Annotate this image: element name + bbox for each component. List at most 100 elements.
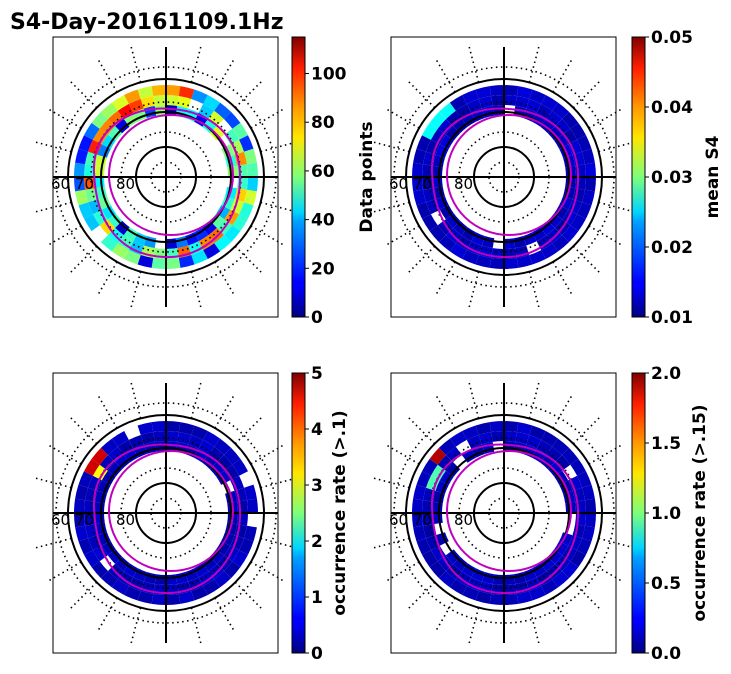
dotted-spoke (468, 607, 480, 644)
heatmap-cell (203, 95, 221, 111)
heatmap-cell (84, 550, 100, 568)
heatmap-cell (411, 513, 423, 528)
heatmap-cell (582, 189, 595, 206)
heatmap-cell (178, 255, 195, 268)
heatmap-cell (92, 545, 108, 562)
heatmap-cell (100, 438, 118, 455)
heatmap-cell (489, 420, 504, 432)
dotted-spoke (35, 201, 72, 213)
colorbar-tick-label: 0.01 (651, 308, 693, 328)
heatmap-cell (94, 501, 105, 513)
heatmap-cell (73, 513, 85, 528)
heatmap-cell (75, 189, 88, 206)
heatmap-cell (216, 205, 231, 220)
heatmap-cell (108, 446, 124, 463)
heatmap-cell (554, 205, 569, 220)
dotted-spoke (234, 416, 263, 445)
heatmap-cell (124, 250, 141, 265)
heatmap-cell (202, 118, 217, 134)
colorbar-tick-label: 2.0 (651, 364, 681, 384)
heatmap-cell (151, 420, 166, 432)
heatmap-cell (111, 431, 129, 447)
heatmap-cell (411, 162, 423, 177)
heatmap-cell (562, 128, 578, 145)
colorbar-tick-label: 40 (311, 211, 335, 231)
heatmap-cell (541, 95, 559, 111)
dotted-spoke (97, 597, 118, 631)
dotted-spoke (552, 395, 573, 429)
dotted-spoke (250, 444, 284, 465)
heatmap-cell (224, 464, 240, 481)
heatmap-cell (194, 563, 209, 578)
heatmap-cell (416, 471, 431, 488)
heatmap-cell (166, 94, 179, 106)
heatmap-cell (101, 134, 116, 149)
heatmap-cell (194, 227, 209, 242)
heatmap-cell (232, 550, 248, 568)
dotted-spoke (598, 477, 635, 489)
heatmap-cell (423, 524, 436, 539)
heatmap-cell (547, 549, 563, 564)
dotted-spoke (528, 607, 540, 644)
heatmap-cell (111, 95, 129, 111)
heatmap-cell (78, 202, 93, 219)
colorbar-tick-label: 60 (311, 162, 335, 182)
dotted-spoke (69, 416, 98, 445)
latitude-label: 70 (413, 511, 432, 529)
heatmap-cell (475, 86, 492, 99)
dotted-spoke (250, 108, 284, 129)
heatmap-cell (422, 122, 438, 140)
heatmap-cell (166, 431, 179, 442)
heatmap-cell (461, 227, 476, 242)
heatmap-cell (547, 213, 563, 228)
heatmap-cell (577, 538, 592, 555)
heatmap-cell (532, 563, 547, 578)
heatmap-cell (562, 561, 579, 579)
heatmap-cell (232, 122, 248, 140)
heatmap-cell (438, 571, 456, 588)
heatmap-cell (529, 586, 546, 601)
heatmap-cell (178, 422, 195, 435)
heatmap-cell (582, 148, 595, 165)
heatmap-cell (475, 422, 492, 435)
heatmap-cell (128, 99, 144, 113)
heatmap-cell (203, 243, 221, 259)
heatmap-cell (244, 148, 257, 165)
heatmap-cell (585, 177, 597, 192)
heatmap-cell (552, 235, 570, 252)
heatmap-cell (413, 525, 426, 542)
dotted-spoke (234, 80, 263, 109)
panel-3: 60 70 80 0 1 2 3 4 5 occurrence rate (>.1) (35, 364, 350, 664)
heatmap-cell (462, 425, 479, 440)
heatmap-cell (92, 209, 108, 226)
latitude-label: 70 (75, 511, 94, 529)
heatmap-cell (449, 579, 467, 595)
dotted-spoke (588, 108, 622, 129)
heatmap-cell (216, 541, 231, 556)
heatmap-cell (577, 471, 592, 488)
colorbar-tick-label: 0 (311, 308, 323, 328)
latitude-label: 80 (454, 511, 473, 529)
heatmap-cell (577, 135, 592, 152)
heatmap-cell (191, 425, 208, 440)
heatmap-cell (154, 105, 166, 116)
heatmap-cell (166, 258, 181, 270)
panel-2: 60 70 80 0.01 0.02 0.03 0.04 0.05 mean S4 (373, 28, 723, 328)
dotted-spoke (373, 141, 410, 153)
latitude-label: 70 (75, 175, 94, 193)
heatmap-cell (117, 439, 134, 455)
heatmap-cell (526, 577, 542, 591)
oval-inner (108, 450, 234, 572)
heatmap-cell (78, 471, 93, 488)
heatmap-cell (430, 464, 446, 481)
heatmap-cell (73, 498, 85, 513)
heatmap-cell (432, 165, 443, 177)
dotted-spoke (407, 581, 436, 610)
dotted-spoke (260, 537, 297, 549)
heatmap-cell (214, 102, 232, 119)
dotted-spoke (48, 108, 82, 129)
heatmap-cell (107, 549, 123, 564)
heatmap-cell (244, 525, 257, 542)
heatmap-cell (91, 561, 108, 579)
heatmap-cell (554, 119, 571, 135)
